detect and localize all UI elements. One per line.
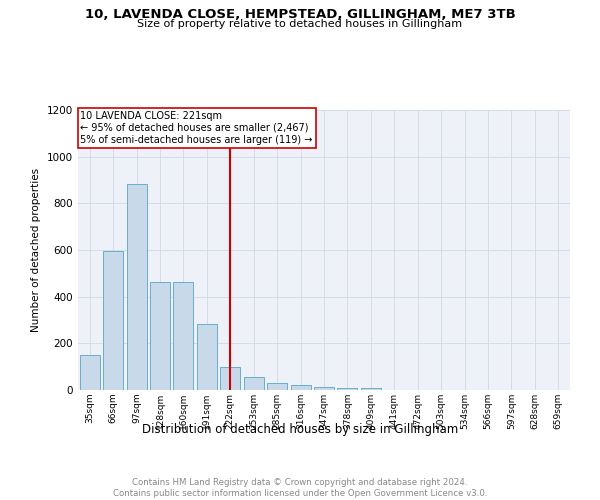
Text: Contains HM Land Registry data © Crown copyright and database right 2024.
Contai: Contains HM Land Registry data © Crown c… (113, 478, 487, 498)
Bar (314, 387, 334, 390)
Bar (173, 282, 193, 390)
Bar (127, 184, 146, 390)
Bar (290, 385, 311, 390)
Bar (361, 388, 381, 390)
Text: Distribution of detached houses by size in Gillingham: Distribution of detached houses by size … (142, 422, 458, 436)
Bar (244, 376, 263, 390)
Bar (267, 382, 287, 390)
Bar (337, 388, 358, 390)
Text: Size of property relative to detached houses in Gillingham: Size of property relative to detached ho… (137, 19, 463, 29)
Text: 10 LAVENDA CLOSE: 221sqm
← 95% of detached houses are smaller (2,467)
5% of semi: 10 LAVENDA CLOSE: 221sqm ← 95% of detach… (80, 112, 313, 144)
Text: 10, LAVENDA CLOSE, HEMPSTEAD, GILLINGHAM, ME7 3TB: 10, LAVENDA CLOSE, HEMPSTEAD, GILLINGHAM… (85, 8, 515, 20)
Bar (197, 324, 217, 390)
Bar (103, 251, 123, 390)
Y-axis label: Number of detached properties: Number of detached properties (31, 168, 41, 332)
Bar (80, 355, 100, 390)
Bar (150, 282, 170, 390)
Bar (220, 366, 240, 390)
